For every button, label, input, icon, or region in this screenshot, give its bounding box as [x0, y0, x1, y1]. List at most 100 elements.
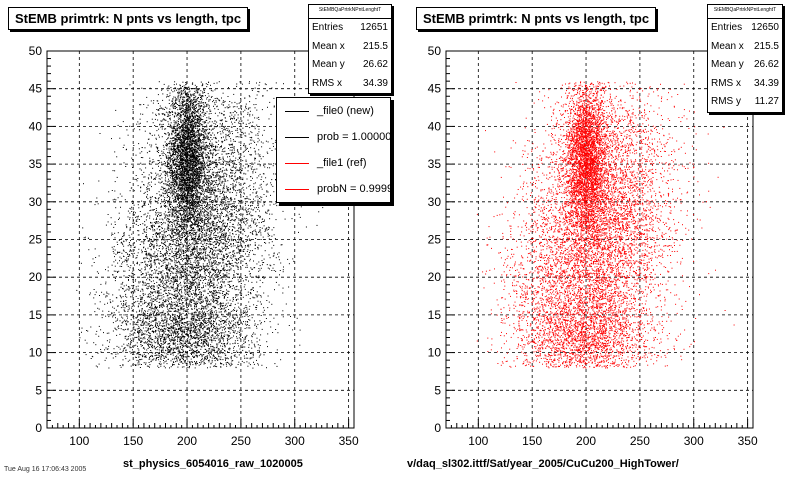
scatter-point	[193, 125, 195, 127]
scatter-point	[173, 184, 175, 185]
scatter-point	[177, 137, 179, 139]
scatter-point	[179, 190, 181, 192]
scatter-point	[202, 119, 204, 120]
scatter-point	[182, 199, 184, 201]
scatter-point	[199, 129, 201, 131]
scatter-point	[189, 107, 191, 109]
scatter-point	[188, 214, 190, 216]
scatter-point	[164, 132, 166, 134]
scatter-point	[179, 104, 181, 106]
scatter-point	[186, 81, 188, 83]
scatter-point	[175, 152, 177, 154]
scatter-point	[213, 184, 215, 186]
scatter-point	[182, 127, 183, 129]
scatter-point	[179, 175, 181, 177]
scatter-point	[215, 163, 217, 165]
scatter-point	[200, 130, 202, 132]
scatter-point	[183, 100, 185, 102]
scatter-point	[178, 101, 180, 102]
scatter-point	[147, 138, 149, 140]
scatter-point	[194, 135, 196, 137]
scatter-point	[192, 182, 194, 184]
scatter-point	[186, 92, 188, 94]
scatter-point	[168, 201, 170, 203]
scatter-point	[177, 215, 179, 217]
scatter-point	[191, 227, 192, 228]
scatter-point	[193, 110, 195, 112]
scatter-point	[203, 198, 205, 200]
scatter-point	[198, 158, 200, 160]
scatter-point	[166, 94, 168, 96]
scatter-point	[196, 226, 198, 228]
scatter-point	[181, 161, 183, 163]
scatter-point	[180, 152, 182, 154]
scatter-point	[200, 123, 202, 125]
scatter-point	[188, 165, 190, 167]
scatter-point	[200, 148, 202, 149]
scatter-point	[197, 121, 199, 123]
scatter-point	[175, 152, 176, 154]
scatter-point	[176, 230, 178, 232]
scatter-point	[205, 83, 207, 85]
scatter-point	[197, 103, 199, 105]
scatter-point	[188, 203, 190, 205]
scatter-point	[204, 190, 206, 192]
scatter-points	[76, 81, 324, 369]
scatter-point	[188, 180, 190, 182]
scatter-point	[198, 161, 200, 163]
scatter-point	[214, 199, 216, 201]
scatter-point	[179, 118, 181, 119]
scatter-point	[173, 121, 175, 123]
scatter-point	[209, 150, 211, 152]
scatter-point	[173, 162, 174, 163]
scatter-point	[174, 106, 176, 108]
scatter-point	[203, 144, 205, 146]
scatter-point	[198, 115, 200, 117]
scatter-point	[184, 161, 186, 163]
scatter-point	[184, 152, 186, 154]
scatter-point	[174, 128, 176, 130]
scatter-point	[179, 124, 180, 126]
scatter-point	[178, 88, 180, 90]
scatter-point	[186, 106, 188, 108]
scatter-point	[173, 144, 175, 146]
scatter-point	[175, 185, 177, 187]
scatter-point	[204, 129, 206, 131]
scatter-point	[166, 139, 168, 141]
scatter-point	[170, 155, 172, 157]
scatter-point	[188, 97, 190, 98]
scatter-point	[199, 99, 201, 100]
scatter-point	[180, 215, 182, 217]
scatter-point	[174, 100, 176, 102]
scatter-point	[195, 198, 197, 200]
scatter-point	[187, 148, 189, 150]
scatter-point	[189, 120, 191, 122]
scatter-point	[201, 194, 203, 195]
scatter-point	[202, 165, 204, 167]
scatter-point	[171, 224, 173, 225]
scatter-point	[181, 112, 183, 113]
scatter-point	[172, 181, 174, 183]
scatter-point	[172, 91, 174, 93]
scatter-point	[174, 181, 176, 183]
scatter-point	[179, 155, 181, 157]
scatter-point	[187, 122, 189, 124]
scatter-point	[191, 121, 193, 123]
scatter-point	[180, 160, 181, 161]
scatter-point	[177, 187, 179, 189]
scatter-point	[194, 221, 196, 223]
scatter-point	[185, 169, 187, 171]
scatter-point	[199, 117, 201, 119]
scatter-point	[189, 217, 191, 218]
scatter-point	[206, 97, 208, 98]
scatter-point	[207, 155, 209, 157]
scatter-point	[166, 174, 168, 176]
scatter-point	[186, 143, 188, 145]
scatter-point	[190, 199, 192, 201]
scatter-point	[188, 182, 190, 184]
scatter-point	[172, 147, 174, 149]
scatter-point	[162, 189, 164, 191]
scatter-point	[195, 170, 197, 172]
scatter-point	[185, 216, 187, 218]
scatter-point	[208, 176, 210, 178]
